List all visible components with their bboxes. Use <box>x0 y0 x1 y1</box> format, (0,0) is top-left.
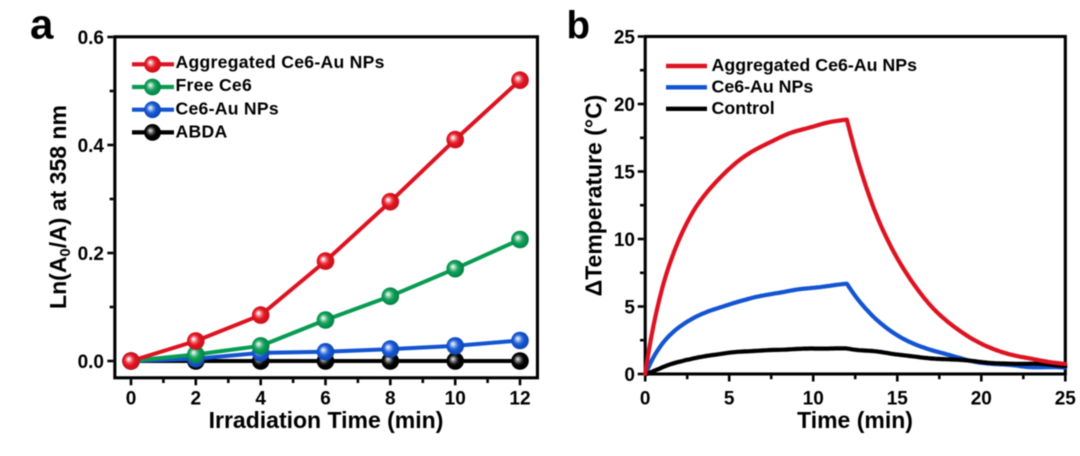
svg-text:4: 4 <box>255 389 266 410</box>
svg-text:ABDA: ABDA <box>176 121 228 141</box>
svg-text:0: 0 <box>640 389 651 410</box>
svg-text:15: 15 <box>614 162 636 183</box>
svg-text:10: 10 <box>445 389 466 410</box>
svg-text:Irradiation Time (min): Irradiation Time (min) <box>209 407 444 433</box>
svg-text:0: 0 <box>624 365 635 386</box>
svg-text:Ce6-Au NPs: Ce6-Au NPs <box>712 77 814 97</box>
svg-text:Control: Control <box>712 98 775 118</box>
svg-text:8: 8 <box>385 389 396 410</box>
svg-text:b: b <box>567 5 591 48</box>
svg-text:Free Ce6: Free Ce6 <box>176 75 253 95</box>
svg-text:0.2: 0.2 <box>78 244 104 265</box>
svg-text:0.6: 0.6 <box>78 28 104 49</box>
svg-text:5: 5 <box>724 389 735 410</box>
svg-text:15: 15 <box>887 389 909 410</box>
svg-text:2: 2 <box>191 389 202 410</box>
svg-text:5: 5 <box>624 297 635 318</box>
svg-text:Aggregated Ce6-Au NPs: Aggregated Ce6-Au NPs <box>712 55 918 75</box>
svg-text:25: 25 <box>614 27 636 48</box>
svg-text:10: 10 <box>614 230 635 251</box>
svg-text:12: 12 <box>509 389 530 410</box>
svg-text:a: a <box>30 1 54 48</box>
svg-text:6: 6 <box>320 389 331 410</box>
svg-text:0: 0 <box>126 389 137 410</box>
svg-text:ΔTemperature (°C): ΔTemperature (°C) <box>581 95 607 297</box>
svg-text:0.4: 0.4 <box>78 136 105 157</box>
svg-text:Time (min): Time (min) <box>797 407 913 433</box>
svg-text:Ce6-Au NPs: Ce6-Au NPs <box>176 98 280 118</box>
svg-text:Aggregated Ce6-Au NPs: Aggregated Ce6-Au NPs <box>176 52 385 72</box>
svg-text:0.0: 0.0 <box>78 352 104 373</box>
svg-text:10: 10 <box>803 389 824 410</box>
svg-text:20: 20 <box>971 389 992 410</box>
svg-text:20: 20 <box>614 95 635 116</box>
svg-text:25: 25 <box>1055 389 1077 410</box>
svg-text:Ln(A0/A) at 358 nm: Ln(A0/A) at 358 nm <box>45 105 74 309</box>
